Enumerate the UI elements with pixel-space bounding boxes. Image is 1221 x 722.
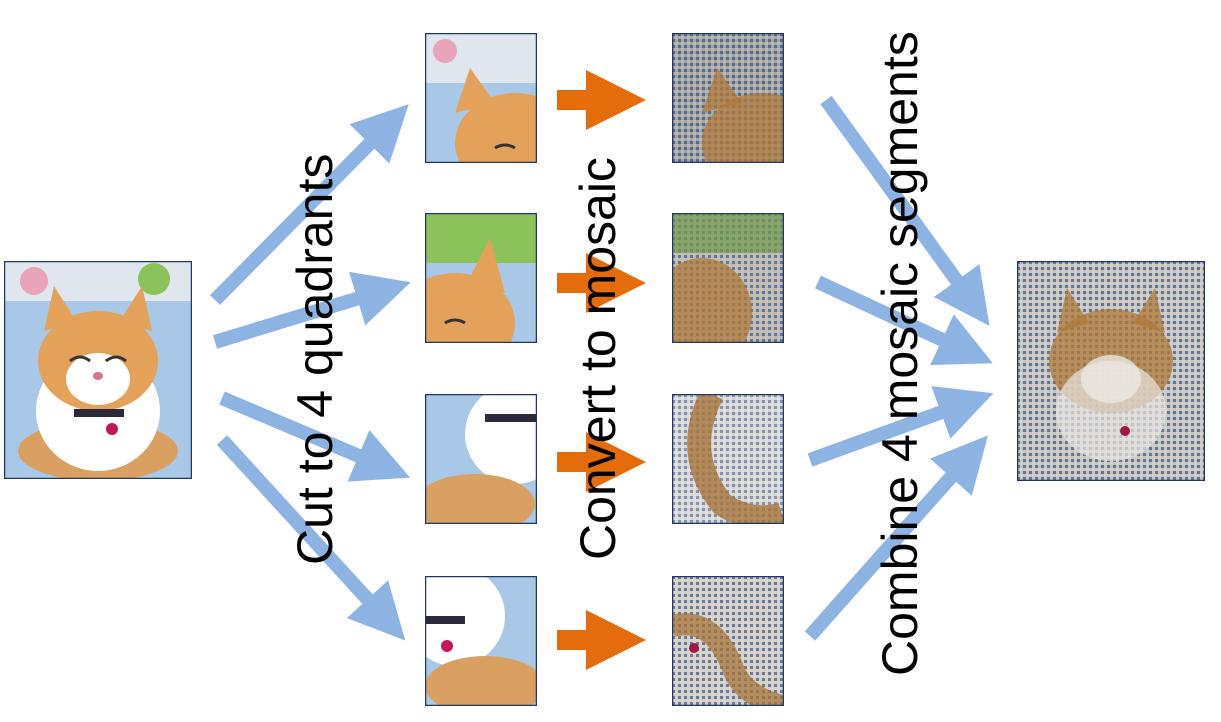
combined-mosaic [1017,261,1205,481]
quadrant-bottom-left [425,394,537,524]
combine-arrow-4 [804,435,989,641]
combine-arrow-1 [820,95,990,326]
split-arrow-2 [212,271,411,349]
combine-arrow-3 [807,386,994,467]
quadrant-bottom-right [425,576,537,706]
mosaic-top-right [672,213,784,343]
combine-arrow-2 [815,275,993,366]
original-cat-photo [4,261,192,479]
split-arrow-4 [216,435,406,641]
mosaic-bottom-left [672,394,784,524]
cut-label: Cut to 4 quadrants [287,153,343,565]
split-arrow-3 [219,391,411,482]
quadrant-top-left [425,33,537,163]
convert-label: Convert to mosaic [570,157,626,560]
combine-label: Combine 4 mosaic segments [872,31,928,676]
mosaic-top-left [672,33,784,163]
quadrant-top-right [425,213,537,343]
split-arrow-1 [210,104,409,305]
mosaic-bottom-right [672,576,784,706]
